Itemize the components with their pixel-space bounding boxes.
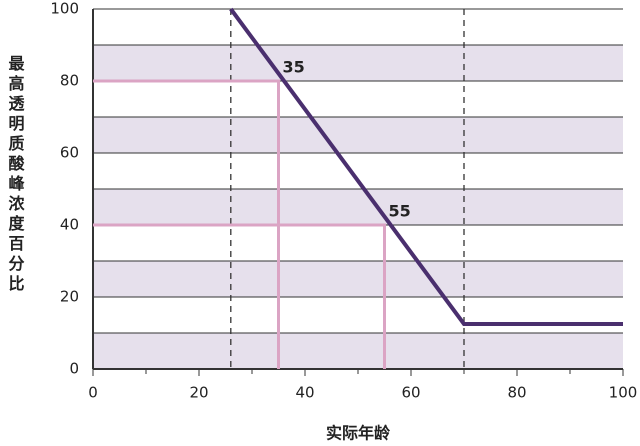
band: [93, 261, 623, 297]
reference-line: [93, 79, 280, 369]
y-tick-label: 100: [50, 0, 79, 18]
x-axis-label: 实际年龄: [326, 424, 391, 443]
y-axis-label: 最高透明质酸峰浓度百分比: [6, 55, 25, 295]
y-tick-label: 80: [60, 72, 79, 90]
x-tick-label: 20: [189, 384, 208, 402]
band: [93, 333, 623, 369]
x-tick-label: 60: [401, 384, 420, 402]
y-tick-label: 20: [60, 288, 79, 306]
y-tick-label: 0: [69, 360, 79, 378]
x-tick-label: 80: [507, 384, 526, 402]
reference-line: [93, 223, 386, 369]
y-tick-label: 60: [60, 144, 79, 162]
annotation: 35: [283, 58, 305, 77]
line: [229, 7, 623, 326]
x-tick-label: 40: [295, 384, 314, 402]
x-tick-label: 100: [609, 384, 638, 402]
band: [93, 189, 623, 225]
band: [93, 45, 623, 81]
band: [93, 117, 623, 153]
annotation: 55: [389, 202, 411, 221]
y-tick-label: 40: [60, 216, 79, 234]
x-tick-label: 0: [88, 384, 98, 402]
